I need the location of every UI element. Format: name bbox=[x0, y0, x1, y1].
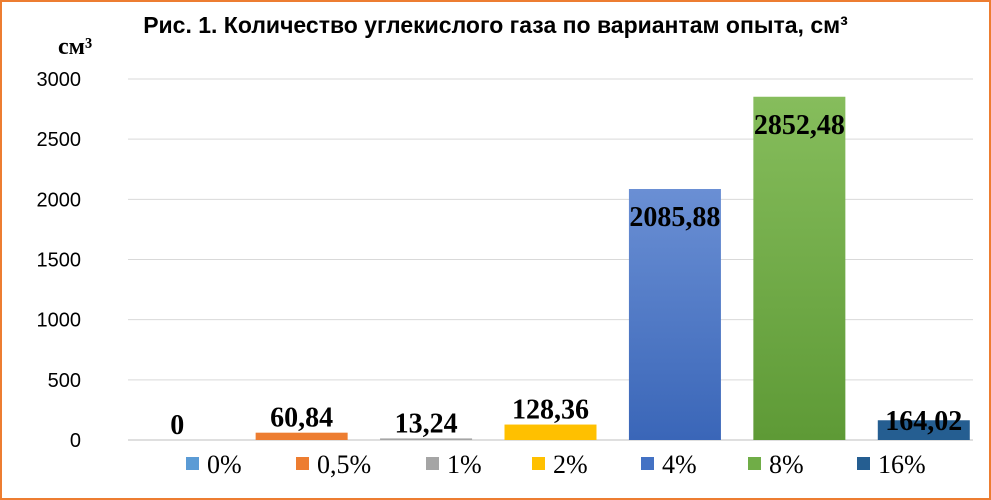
legend-label: 0% bbox=[207, 450, 242, 479]
bar-16% bbox=[877, 420, 970, 440]
legend-label: 4% bbox=[662, 450, 697, 479]
y-tick-label: 3000 bbox=[37, 69, 82, 91]
y-tick-label: 1000 bbox=[37, 310, 82, 332]
bar-8% bbox=[753, 96, 846, 440]
data-label: 164,02 bbox=[885, 406, 962, 437]
y-tick-label: 2000 bbox=[37, 189, 82, 211]
data-label: 13,24 bbox=[395, 408, 458, 439]
y-tick-label: 0 bbox=[70, 430, 81, 452]
bar-4% bbox=[628, 188, 721, 440]
y-axis-unit: см³ bbox=[58, 34, 93, 60]
legend-label: 16% bbox=[878, 450, 926, 479]
data-label: 2852,48 bbox=[754, 110, 845, 141]
data-label: 0 bbox=[170, 410, 184, 441]
bar-0,5% bbox=[255, 432, 348, 440]
chart-title: Рис. 1. Количество углекислого газа по в… bbox=[143, 12, 848, 38]
data-label: 60,84 bbox=[270, 403, 333, 434]
bar-2% bbox=[504, 424, 597, 440]
legend-swatch bbox=[426, 457, 439, 470]
bar-1% bbox=[380, 438, 473, 440]
y-tick-label: 2500 bbox=[37, 129, 82, 151]
legend-label: 0,5% bbox=[317, 450, 371, 479]
legend-swatch bbox=[296, 457, 309, 470]
legend-swatch bbox=[748, 457, 761, 470]
y-tick-label: 1500 bbox=[37, 250, 82, 272]
legend-label: 1% bbox=[447, 450, 482, 479]
data-label: 2085,88 bbox=[629, 202, 720, 233]
legend-swatch bbox=[532, 457, 545, 470]
legend-label: 8% bbox=[769, 450, 804, 479]
data-label: 128,36 bbox=[512, 395, 589, 426]
legend-label: 2% bbox=[553, 450, 588, 479]
y-tick-label: 500 bbox=[48, 370, 81, 392]
legend-swatch bbox=[641, 457, 654, 470]
legend-swatch bbox=[186, 457, 199, 470]
legend-swatch bbox=[857, 457, 870, 470]
